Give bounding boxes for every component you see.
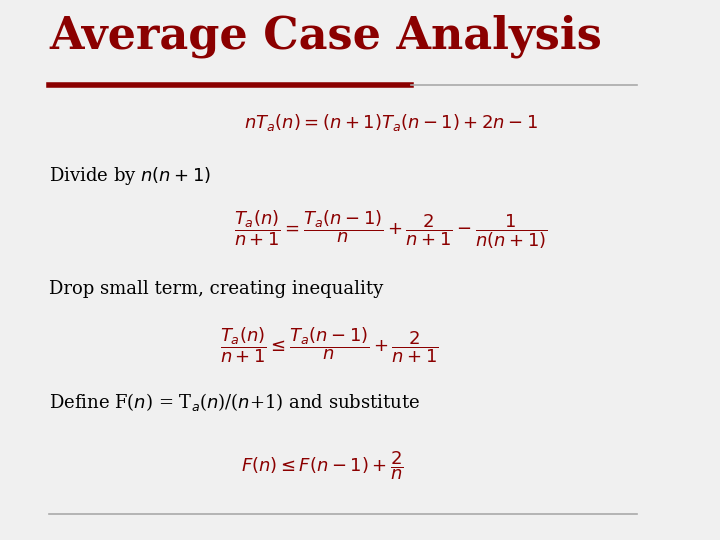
Text: Divide by $n(n+1)$: Divide by $n(n+1)$ (49, 165, 212, 187)
Text: Average Case Analysis: Average Case Analysis (49, 14, 602, 58)
Text: $nT_a(n) = (n+1)T_a(n-1) + 2n - 1$: $nT_a(n) = (n+1)T_a(n-1) + 2n - 1$ (244, 112, 538, 133)
Text: $\dfrac{T_a(n)}{n+1} \leq \dfrac{T_a(n-1)}{n} + \dfrac{2}{n+1}$: $\dfrac{T_a(n)}{n+1} \leq \dfrac{T_a(n-1… (220, 326, 438, 365)
Text: Drop small term, creating inequality: Drop small term, creating inequality (49, 280, 384, 298)
Text: $F(n) \leq F(n-1) + \dfrac{2}{n}$: $F(n) \leq F(n-1) + \dfrac{2}{n}$ (241, 450, 404, 482)
Text: $\dfrac{T_a(n)}{n+1} = \dfrac{T_a(n-1)}{n} + \dfrac{2}{n+1} - \dfrac{1}{n(n+1)}$: $\dfrac{T_a(n)}{n+1} = \dfrac{T_a(n-1)}{… (234, 208, 548, 251)
Text: Define F($n$) = T$_a$($n$)/($n$+1) and substitute: Define F($n$) = T$_a$($n$)/($n$+1) and s… (49, 390, 420, 413)
